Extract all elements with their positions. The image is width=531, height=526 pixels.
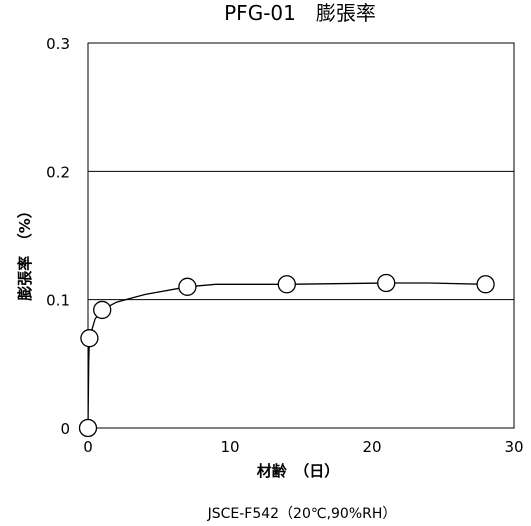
y-tick-label: 0.2 — [46, 163, 70, 181]
data-point — [80, 329, 99, 348]
data-point — [277, 275, 296, 294]
plot-area — [87, 42, 515, 429]
data-point — [476, 275, 495, 294]
y-axis-label: 膨張率 （%） — [16, 203, 34, 301]
data-point — [78, 418, 98, 438]
test-condition-note: JSCE-F542（20℃,90%RH） — [207, 506, 397, 522]
x-axis-label: 材齢 （日） — [257, 462, 340, 480]
y-tick-label: 0.3 — [46, 35, 70, 53]
series — [78, 273, 495, 438]
y-tick-label: 0.1 — [46, 292, 70, 310]
y-axis-ticks: 0 0.1 0.2 0.3 — [46, 35, 70, 438]
data-point — [178, 277, 197, 296]
series-line — [87, 282, 486, 429]
x-tick-label: 10 — [220, 438, 239, 456]
x-tick-label: 0 — [83, 438, 93, 456]
x-tick-label: 30 — [504, 438, 523, 456]
y-tick-label: 0 — [60, 420, 70, 438]
grid — [88, 170, 514, 301]
x-tick-label: 20 — [362, 438, 381, 456]
x-axis-ticks: 0 10 20 30 — [83, 438, 523, 456]
chart-title: PFG-01 膨張率 — [224, 1, 376, 25]
data-point — [93, 300, 112, 320]
data-point — [377, 273, 396, 293]
